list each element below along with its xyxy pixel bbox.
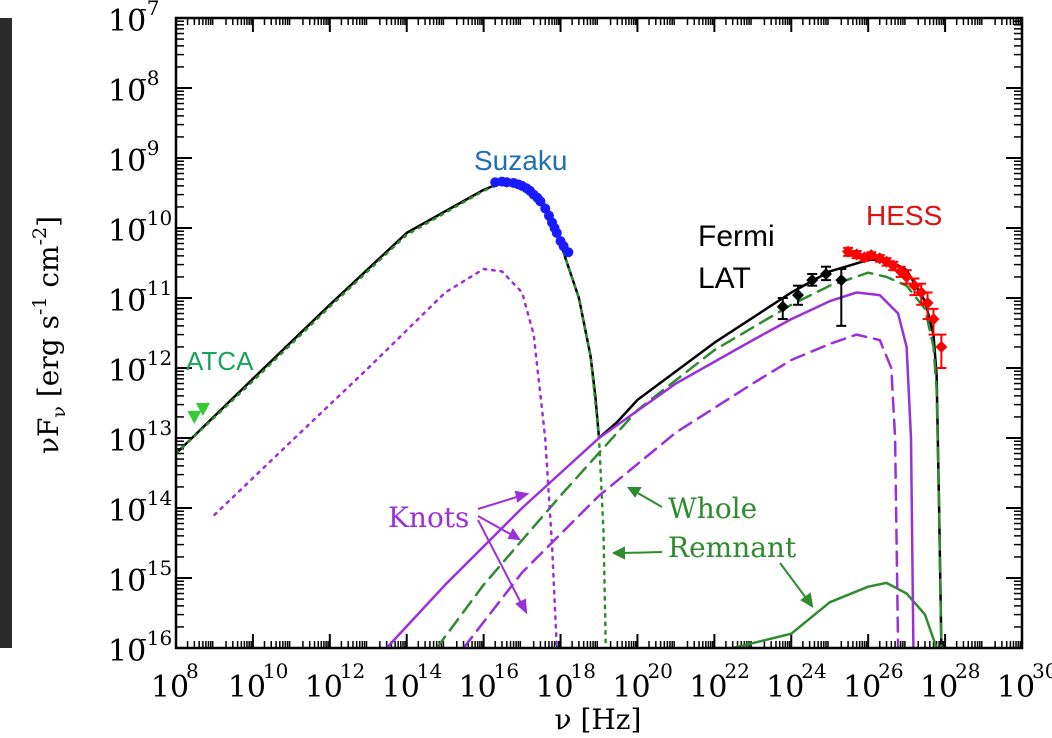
x-tick-label-exponent: 20: [647, 659, 672, 683]
data-point: [900, 270, 913, 283]
y-tick-label-exponent: -16: [140, 626, 172, 650]
data-point: [915, 286, 928, 299]
y-tick-label: 10: [108, 424, 146, 459]
label-atca: ATCA: [186, 346, 254, 376]
data-point: [850, 248, 863, 261]
data-points: [187, 176, 948, 424]
y-tick-label: 10: [108, 144, 146, 179]
x-tick-label-exponent: 26: [878, 659, 903, 683]
remnant-arrowhead-lower: [800, 592, 814, 608]
y-tick-label: 10: [108, 494, 146, 529]
x-tick-label: 10: [612, 670, 650, 705]
y-tick-label-exponent: -13: [140, 416, 172, 440]
x-tick-label: 10: [382, 670, 420, 705]
model-curve-9: [385, 291, 915, 648]
remnant-arrow: [622, 551, 663, 554]
x-tick-label: 10: [305, 670, 343, 705]
plot-frame: [174, 16, 1024, 650]
knots-arrow-upper: [477, 495, 521, 510]
label-hess: HESS: [866, 200, 942, 231]
x-tick-label: 10: [228, 670, 266, 705]
remnant-arrowhead: [611, 546, 625, 560]
y-tick-label-exponent: -8: [140, 66, 159, 90]
annotation-whole: Whole: [668, 492, 757, 525]
model-curve-7: [731, 581, 938, 648]
data-point: [195, 402, 210, 416]
data-point: [927, 313, 940, 326]
x-tick-label: 10: [997, 670, 1035, 705]
y-tick-label: 10: [108, 284, 146, 319]
x-tick-label: 10: [766, 670, 804, 705]
data-point: [551, 227, 562, 238]
y-tick-label-exponent: -9: [140, 136, 159, 160]
x-tick-label: 10: [535, 670, 573, 705]
y-axis-title: νFν [erg s-1 cm-2]: [29, 216, 70, 454]
whole-arrow: [635, 491, 663, 508]
label-fermi: Fermi: [698, 220, 775, 253]
x-tick-label-exponent: 22: [724, 659, 749, 683]
annotation-remnant: Remnant: [668, 531, 797, 564]
data-point: [842, 245, 855, 258]
left-edge-strip: [0, 18, 12, 648]
x-tick-label: 10: [920, 670, 958, 705]
knots-arrowhead-upper: [514, 490, 530, 503]
y-tick-label: 10: [108, 354, 146, 389]
y-tick-label: 10: [108, 74, 146, 109]
x-tick-label-exponent: 14: [417, 659, 442, 683]
data-point: [935, 340, 948, 353]
annotation-knots: Knots: [388, 501, 469, 534]
data-point: [187, 410, 202, 424]
x-tick-label-exponent: 24: [801, 659, 826, 683]
x-tick-label-exponent: 12: [340, 659, 365, 683]
y-tick-label: 10: [108, 564, 146, 599]
knots-arrowhead-middle: [507, 528, 522, 541]
y-tick-label-exponent: -12: [140, 346, 172, 370]
y-tick-label-exponent: -11: [140, 276, 172, 300]
x-tick-label: 10: [843, 670, 881, 705]
x-axis-title: ν [Hz]: [555, 703, 642, 736]
data-point: [858, 251, 871, 264]
x-tick-label-exponent: 10: [263, 659, 288, 683]
x-tick-label: 10: [689, 670, 727, 705]
whole-arrowhead: [627, 487, 642, 498]
data-point: [908, 279, 921, 292]
x-tick-label-exponent: 16: [494, 659, 519, 683]
x-tick-label-exponent: 30: [1032, 659, 1052, 683]
y-tick-label-exponent: -7: [140, 0, 159, 20]
knots-arrow-middle: [477, 515, 513, 536]
x-tick-label: 10: [151, 670, 189, 705]
data-point: [887, 259, 900, 272]
knots-arrow-lower: [477, 519, 522, 604]
x-tick-label-exponent: 8: [186, 659, 199, 683]
model-curve-6: [435, 271, 943, 648]
y-tick-label: 10: [108, 4, 146, 39]
x-tick-label-exponent: 28: [955, 659, 980, 683]
annotation-arrows: [477, 487, 814, 615]
data-point: [806, 274, 819, 287]
x-tick-label: 10: [459, 670, 497, 705]
knots-arrowhead-lower: [515, 598, 528, 615]
label-lat: LAT: [698, 262, 751, 295]
label-suzaku: Suzaku: [474, 145, 567, 176]
data-point: [535, 196, 546, 207]
data-point: [792, 289, 805, 302]
data-point: [835, 274, 848, 287]
data-point: [776, 300, 789, 313]
model-curve-8: [213, 267, 559, 648]
remnant-arrow-lower: [779, 562, 807, 599]
data-point: [563, 247, 574, 258]
y-tick-label-exponent: -14: [140, 486, 172, 510]
y-tick-labels: 10-710-810-910-1010-1110-1210-1310-1410-…: [108, 0, 172, 669]
x-tick-label-exponent: 18: [571, 659, 596, 683]
data-point: [820, 268, 833, 281]
y-tick-label-exponent: -10: [140, 206, 172, 230]
data-point: [921, 296, 934, 309]
model-curve-10: [462, 333, 900, 648]
y-tick-label-exponent: -15: [140, 556, 172, 580]
y-tick-label: 10: [108, 634, 146, 669]
plot-area: [176, 18, 1022, 648]
y-tick-label: 10: [108, 214, 146, 249]
